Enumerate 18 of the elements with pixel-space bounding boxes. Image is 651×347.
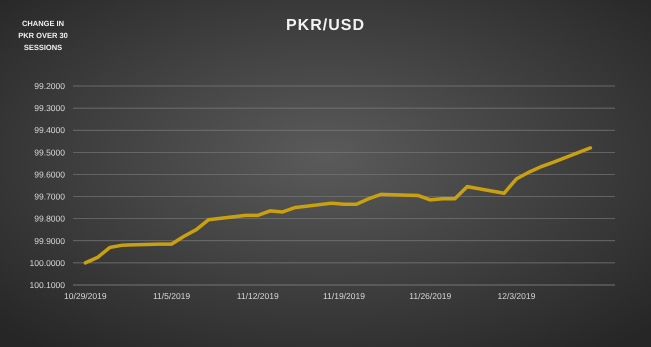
x-tick-label: 11/19/2019	[323, 291, 366, 301]
x-tick-label: 10/29/2019	[64, 291, 107, 301]
y-tick-label: 99.9000	[34, 236, 66, 246]
x-tick-label: 11/5/2019	[152, 291, 190, 301]
y-tick-label: 99.4000	[34, 125, 66, 136]
y-tick-label: 99.7000	[34, 192, 66, 202]
chart-title: PKR/USD	[286, 17, 366, 34]
x-tick-label: 11/12/2019	[236, 291, 279, 301]
y-tick-label: 99.5000	[34, 147, 66, 158]
x-tick-label: 12/3/2019	[498, 291, 536, 301]
x-tick-label: 11/26/2019	[409, 291, 452, 301]
y-tick-label: 100.0000	[30, 258, 66, 268]
y-tick-label: 99.2000	[34, 81, 66, 91]
y-tick-label: 99.8000	[34, 214, 66, 224]
line-series	[84, 146, 592, 265]
y-tick-label: 99.6000	[34, 169, 66, 180]
y-tick-label: 99.3000	[34, 103, 66, 114]
y-tick-label: 100.1000	[30, 280, 66, 290]
